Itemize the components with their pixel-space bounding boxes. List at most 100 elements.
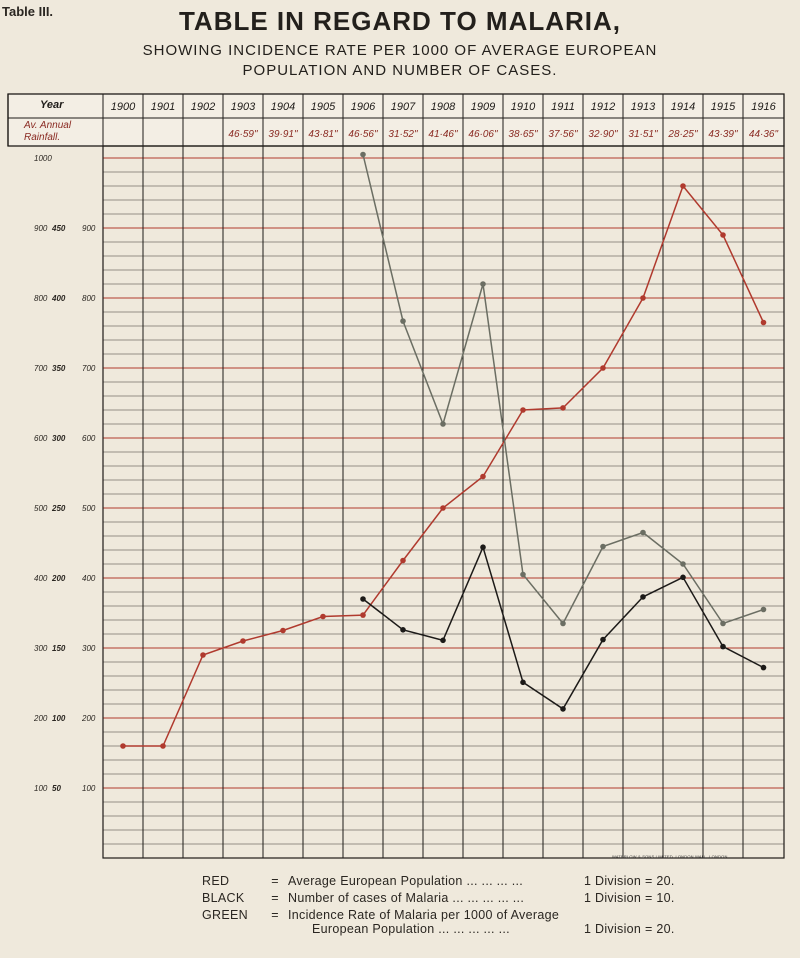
incidence-rate-point <box>400 318 406 324</box>
population-point <box>360 612 366 618</box>
y-axis-left-label: 500 <box>34 504 48 513</box>
plot-frame <box>102 145 785 859</box>
malaria-cases-point <box>520 679 526 686</box>
malaria-cases-point <box>560 706 566 712</box>
legend: RED = Average European Population ... ..… <box>202 874 782 942</box>
chart-header: Year Av. Annual Rainfall. <box>23 99 72 143</box>
incidence-rate-point <box>720 620 726 627</box>
population-point <box>280 627 286 634</box>
series-lines <box>123 154 765 747</box>
y-axis-right-label: 800 <box>82 294 96 303</box>
year-label: 1900 <box>111 101 136 113</box>
rainfall-value: 46·59" <box>228 129 258 140</box>
population-point <box>480 473 486 480</box>
year-label: 1911 <box>551 101 575 113</box>
rainfall-value: 32·90" <box>588 129 618 140</box>
population-point <box>120 743 126 749</box>
population-point <box>760 319 767 326</box>
y-axis-right-label: 700 <box>82 364 96 373</box>
y-axis-mid-label: 150 <box>52 644 66 653</box>
year-label: 1915 <box>711 101 736 113</box>
year-label: 1913 <box>631 101 656 113</box>
y-axis-right-label: 900 <box>82 224 96 233</box>
malaria-chart: 1900 1901 1902 1903 46·59" 1904 39·91" 1905 43·8… <box>7 93 785 859</box>
y-axis-left-label: 1000 <box>34 154 52 163</box>
y-axis-mid-label: 350 <box>52 364 66 373</box>
rainfall-value: 46·56" <box>348 129 378 140</box>
rainfall-value: 41·46" <box>428 129 458 140</box>
year-label: 1902 <box>191 101 215 113</box>
year-label: 1909 <box>471 101 495 113</box>
legend-division: 1 Division = 20. <box>584 874 675 888</box>
population-point <box>240 638 246 644</box>
y-axis-left-label: 800 <box>34 294 48 303</box>
y-axis-labels: 1000 900 800 700 600 500 400 300 200 100 450 400 350… <box>33 154 96 793</box>
y-axis-mid-label: 250 <box>51 504 66 513</box>
population-point <box>400 557 406 564</box>
y-axis-mid-label: 400 <box>51 294 66 303</box>
year-label: 1912 <box>591 101 615 113</box>
rainfall-value: 37·56" <box>548 129 578 140</box>
rainfall-value: 39·91" <box>268 129 298 140</box>
malaria-cases-point <box>400 627 406 633</box>
rainfall-value: 31·51" <box>628 129 658 140</box>
legend-row-green: GREEN = Incidence Rate of Malaria per 10… <box>202 908 782 942</box>
y-axis-right-label: 200 <box>81 714 96 723</box>
table-number: Table III. <box>2 4 54 19</box>
population-point <box>720 232 726 238</box>
legend-equals: = <box>271 891 279 905</box>
legend-description: Average European Population ... ... ... … <box>288 874 524 888</box>
y-axis-right-label: 300 <box>82 644 96 653</box>
malaria-cases-point <box>600 636 606 643</box>
year-label: 1904 <box>271 101 295 113</box>
malaria-cases-point <box>360 596 366 602</box>
rainfall-value: 31·52" <box>388 129 418 140</box>
y-axis-left-label: 700 <box>34 364 48 373</box>
population-point <box>680 183 686 189</box>
rainfall-value: 44·36" <box>749 129 779 140</box>
year-label: 1916 <box>751 101 776 113</box>
rainfall-value: 38·65" <box>508 129 538 140</box>
malaria-cases-point <box>720 643 726 650</box>
y-axis-mid-label: 450 <box>51 224 66 233</box>
incidence-rate-point <box>640 529 646 536</box>
chart-subtitle-line1: SHOWING INCIDENCE RATE PER 1000 OF AVERA… <box>142 42 658 59</box>
malaria-cases-point <box>640 594 646 600</box>
legend-color-name: GREEN <box>202 908 248 922</box>
malaria-cases-point <box>440 637 446 644</box>
malaria-cases-point <box>760 664 767 671</box>
chart-subtitle-line2: POPULATION AND NUMBER OF CASES. <box>242 62 558 79</box>
legend-row-black: BLACK = Number of cases of Malaria ... .… <box>202 891 782 908</box>
rainfall-value: 46·06" <box>468 129 498 140</box>
y-axis-right-label: 100 <box>82 784 96 793</box>
printer-imprint: WATERLOW & SONS LIMITED, LONDON WALL, LO… <box>612 854 728 859</box>
legend-row-red: RED = Average European Population ... ..… <box>202 874 782 891</box>
year-label: 1905 <box>311 101 336 113</box>
legend-equals: = <box>271 874 279 888</box>
y-axis-left-label: 600 <box>34 434 48 443</box>
year-header-label: Year <box>40 99 64 111</box>
chart-title: TABLE IN REGARD TO MALARIA, <box>178 6 622 36</box>
rainfall-header-label-2: Rainfall. <box>24 132 60 143</box>
legend-equals: = <box>271 908 279 922</box>
year-label: 1914 <box>671 101 695 113</box>
year-label: 1907 <box>391 101 416 113</box>
incidence-rate-point <box>520 571 526 578</box>
y-axis-mid-label: 50 <box>52 784 61 793</box>
legend-division: 1 Division = 10. <box>584 891 675 905</box>
population-point <box>520 407 526 413</box>
incidence-rate-point <box>600 543 606 550</box>
y-axis-left-label: 200 <box>33 714 48 723</box>
y-axis-left-label: 100 <box>34 784 48 793</box>
year-label: 1903 <box>231 101 256 113</box>
incidence-rate-point <box>480 281 486 287</box>
y-axis-left-label: 400 <box>34 574 48 583</box>
y-axis-mid-label: 200 <box>51 574 66 583</box>
incidence-rate-point <box>440 421 446 427</box>
y-axis-mid-label: 300 <box>52 434 66 443</box>
malaria-cases-point <box>680 574 686 581</box>
incidence-rate-point <box>360 151 366 158</box>
population-point <box>320 613 326 620</box>
y-axis-mid-label: 100 <box>52 714 66 723</box>
y-axis-left-label: 300 <box>34 644 48 653</box>
